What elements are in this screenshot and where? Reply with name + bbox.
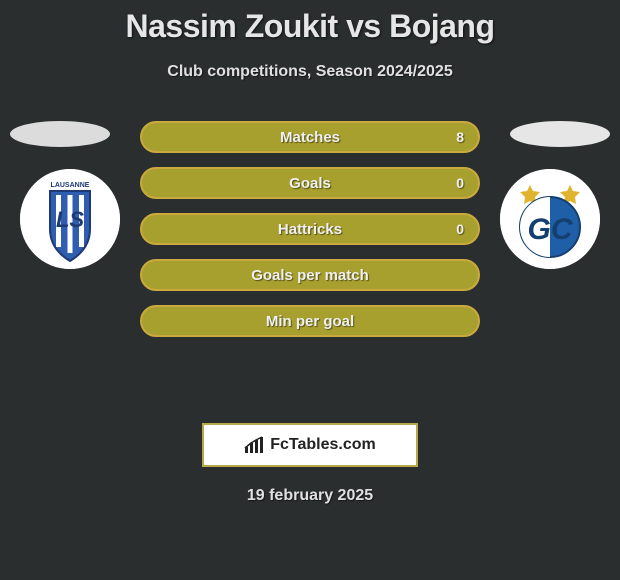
stat-row-goals: Goals 0 (140, 167, 480, 199)
svg-text:LAUSANNE: LAUSANNE (51, 182, 90, 189)
page-subtitle: Club competitions, Season 2024/2025 (0, 63, 620, 81)
stat-value-right: 0 (456, 221, 464, 237)
lausanne-badge-icon: LAUSANNE LS (20, 169, 120, 269)
svg-text:GC: GC (528, 213, 574, 246)
stat-row-matches: Matches 8 (140, 121, 480, 153)
stat-label: Goals per match (251, 267, 369, 284)
brand-box[interactable]: FcTables.com (202, 423, 418, 467)
comparison-content: LAUSANNE LS GC Matches 8 Goals 0 Hattric… (0, 111, 620, 391)
stat-label: Matches (280, 129, 340, 146)
brand-label: FcTables.com (270, 436, 376, 454)
grasshopper-badge-icon: GC (500, 169, 600, 269)
bar-chart-icon (244, 436, 266, 454)
svg-text:LS: LS (56, 207, 84, 232)
page-title: Nassim Zoukit vs Bojang (0, 8, 620, 45)
stat-label: Goals (289, 175, 331, 192)
stat-row-hattricks: Hattricks 0 (140, 213, 480, 245)
player-photo-left (10, 121, 110, 147)
stat-row-goals-per-match: Goals per match (140, 259, 480, 291)
stat-value-right: 0 (456, 175, 464, 191)
date-label: 19 february 2025 (0, 487, 620, 505)
stats-list: Matches 8 Goals 0 Hattricks 0 Goals per … (140, 121, 480, 337)
stat-value-right: 8 (456, 129, 464, 145)
player-photo-right (510, 121, 610, 147)
stat-label: Min per goal (266, 313, 354, 330)
stat-row-min-per-goal: Min per goal (140, 305, 480, 337)
club-badge-left: LAUSANNE LS (20, 169, 120, 269)
stat-label: Hattricks (278, 221, 342, 238)
club-badge-right: GC (500, 169, 600, 269)
